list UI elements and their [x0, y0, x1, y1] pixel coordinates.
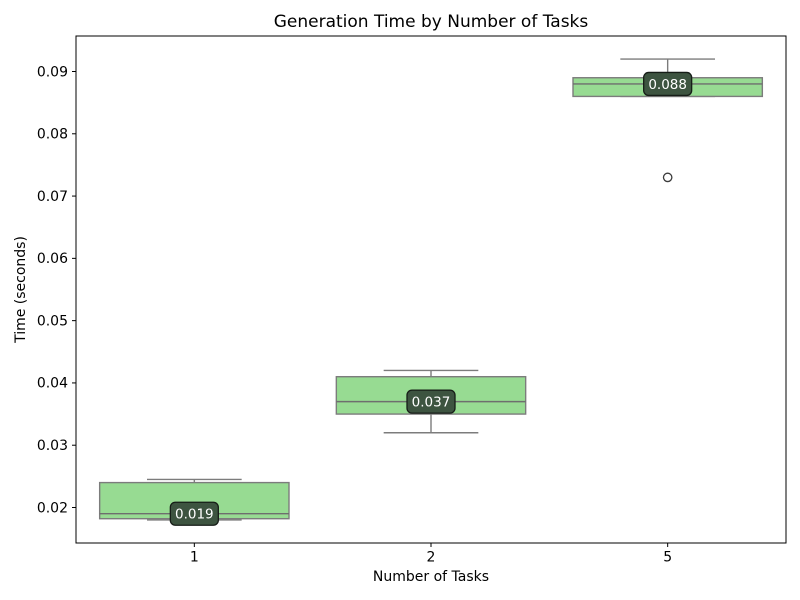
- median-annotation-badge: [643, 71, 693, 97]
- median-annotation-badge: [406, 389, 456, 414]
- y-tick-label: 0.09: [37, 64, 68, 80]
- y-tick-label: 0.06: [37, 251, 68, 267]
- y-tick-label: 0.05: [37, 313, 68, 329]
- y-tick-label: 0.08: [37, 127, 68, 143]
- y-tick-label: 0.07: [37, 189, 68, 205]
- plot-area: [76, 36, 786, 543]
- median-annotation-text: 0.037: [412, 394, 451, 410]
- x-tick-label: 1: [190, 550, 199, 566]
- y-tick-label: 0.02: [37, 500, 68, 516]
- y-tick-label: 0.04: [37, 376, 68, 392]
- chart-title: Generation Time by Number of Tasks: [274, 12, 589, 32]
- x-axis-label: Number of Tasks: [373, 569, 489, 585]
- median-annotation-text: 0.019: [175, 507, 214, 523]
- median-annotation-badge: [169, 501, 219, 526]
- y-tick-label: 0.03: [37, 438, 68, 454]
- median-annotation-text: 0.088: [648, 77, 687, 93]
- x-tick-label: 2: [427, 550, 436, 566]
- y-axis-label: Time (seconds): [13, 236, 29, 344]
- outlier-point: [662, 172, 673, 183]
- x-tick-label: 5: [663, 550, 672, 566]
